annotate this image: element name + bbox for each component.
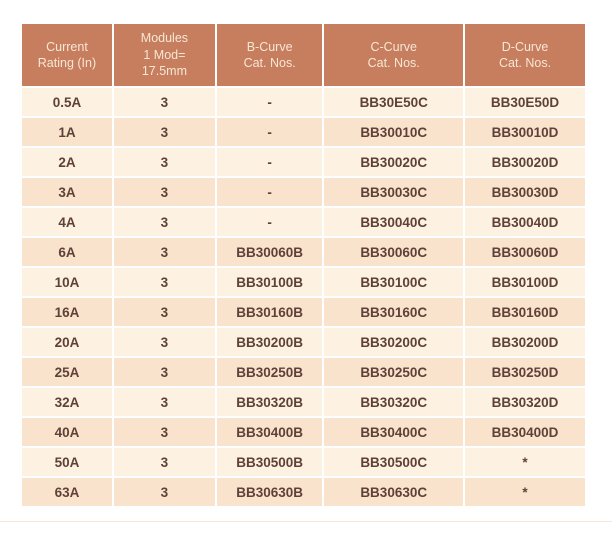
table-cell: 40A (22, 418, 112, 446)
table-cell: BB30400B (216, 418, 323, 446)
table-cell: BB30250D (465, 358, 585, 386)
table-row: 3A 3- BB30030C BB30030D (22, 178, 585, 206)
table-cell: BB30040C (324, 208, 464, 236)
table-cell: 3 (113, 208, 215, 236)
table-cell: 6A (22, 238, 112, 266)
table-cell: BB30020C (324, 148, 464, 176)
column-header-c-curve: C-Curve Cat. Nos. (324, 24, 464, 86)
table-cell: BB30060B (216, 238, 323, 266)
table-cell: 3 (113, 418, 215, 446)
table-header: Current Rating (In) Modules 1 Mod= 17.5m… (22, 24, 585, 86)
table-cell: BB30030D (465, 178, 585, 206)
table-cell: 3 (113, 358, 215, 386)
table-cell: BB30100B (216, 268, 323, 296)
table-cell: 3 (113, 388, 215, 416)
table-cell: 3 (113, 478, 215, 506)
table-cell: BB30060D (465, 238, 585, 266)
table-cell: 3 (113, 88, 215, 116)
header-row: Current Rating (In) Modules 1 Mod= 17.5m… (22, 24, 585, 86)
table-row: 10A 3 BB30100B BB30100C BB30100D (22, 268, 585, 296)
table-cell: 3 (113, 238, 215, 266)
table-row: 40A 3 BB30400B BB30400C BB30400D (22, 418, 585, 446)
table-row: 4A 3- BB30040C BB30040D (22, 208, 585, 236)
table-cell: 63A (22, 478, 112, 506)
table-cell: BB30250C (324, 358, 464, 386)
table-cell: BB30100C (324, 268, 464, 296)
table-row: 2A 3- BB30020C BB30020D (22, 148, 585, 176)
table-cell: 16A (22, 298, 112, 326)
table-cell: BB30030C (324, 178, 464, 206)
table-row: 20A 3 BB30200B BB30200C BB30200D (22, 328, 585, 356)
table-cell: 4A (22, 208, 112, 236)
bottom-rule (0, 521, 612, 522)
table-cell: BB30010C (324, 118, 464, 146)
table-row: 16A 3 BB30160B BB30160C BB30160D (22, 298, 585, 326)
table-cell: BB30060C (324, 238, 464, 266)
table-cell: 3 (113, 148, 215, 176)
table-cell: BB30630C (324, 478, 464, 506)
table-row: 6A 3 BB30060B BB30060C BB30060D (22, 238, 585, 266)
table-cell: BB30010D (465, 118, 585, 146)
table-row: 1A 3- BB30010C BB30010D (22, 118, 585, 146)
table-cell: BB30E50D (465, 88, 585, 116)
catalog-table: Current Rating (In) Modules 1 Mod= 17.5m… (20, 22, 587, 508)
table-cell: 1A (22, 118, 112, 146)
table-cell: BB30320B (216, 388, 323, 416)
table-cell: BB30200C (324, 328, 464, 356)
table-cell: BB30E50C (324, 88, 464, 116)
table-cell: BB30040D (465, 208, 585, 236)
column-header-d-curve: D-Curve Cat. Nos. (465, 24, 585, 86)
table-cell: - (216, 88, 323, 116)
table-cell: BB30500C (324, 448, 464, 476)
table-cell: - (216, 178, 323, 206)
table-cell: BB30160B (216, 298, 323, 326)
column-header-modules: Modules 1 Mod= 17.5mm (113, 24, 215, 86)
table-cell: * (465, 478, 585, 506)
table-cell: 3 (113, 448, 215, 476)
table-cell: BB30500B (216, 448, 323, 476)
table-cell: BB30400D (465, 418, 585, 446)
table-cell: BB30020D (465, 148, 585, 176)
table-cell: BB30200B (216, 328, 323, 356)
table-cell: 3A (22, 178, 112, 206)
column-header-b-curve: B-Curve Cat. Nos. (216, 24, 323, 86)
table-cell: 25A (22, 358, 112, 386)
table-cell: BB30400C (324, 418, 464, 446)
table-cell: BB30200D (465, 328, 585, 356)
table-cell: 10A (22, 268, 112, 296)
table-cell: 3 (113, 118, 215, 146)
table-cell: 32A (22, 388, 112, 416)
table-cell: BB30160D (465, 298, 585, 326)
table-cell: - (216, 208, 323, 236)
table-cell: 3 (113, 328, 215, 356)
table-cell: 2A (22, 148, 112, 176)
table-cell: * (465, 448, 585, 476)
table-row: 0.5A 3- BB30E50C BB30E50D (22, 88, 585, 116)
table-body: 0.5A 3- BB30E50C BB30E50D 1A 3- BB30010C BB3001… (22, 88, 585, 506)
table-cell: 20A (22, 328, 112, 356)
table-cell: BB30320D (465, 388, 585, 416)
table-row: 32A 3 BB30320B BB30320C BB30320D (22, 388, 585, 416)
column-header-current-rating: Current Rating (In) (22, 24, 112, 86)
table-row: 63A 3 BB30630B BB30630C * (22, 478, 585, 506)
table-cell: BB30250B (216, 358, 323, 386)
table-cell: 3 (113, 268, 215, 296)
table-row: 50A 3 BB30500B BB30500C * (22, 448, 585, 476)
table-cell: 0.5A (22, 88, 112, 116)
table-cell: BB30630B (216, 478, 323, 506)
table-cell: BB30160C (324, 298, 464, 326)
table-cell: BB30100D (465, 268, 585, 296)
table-cell: 3 (113, 178, 215, 206)
table-cell: - (216, 148, 323, 176)
table-cell: 3 (113, 298, 215, 326)
table-row: 25A 3 BB30250B BB30250C BB30250D (22, 358, 585, 386)
table-cell: BB30320C (324, 388, 464, 416)
table-cell: 50A (22, 448, 112, 476)
table-cell: - (216, 118, 323, 146)
